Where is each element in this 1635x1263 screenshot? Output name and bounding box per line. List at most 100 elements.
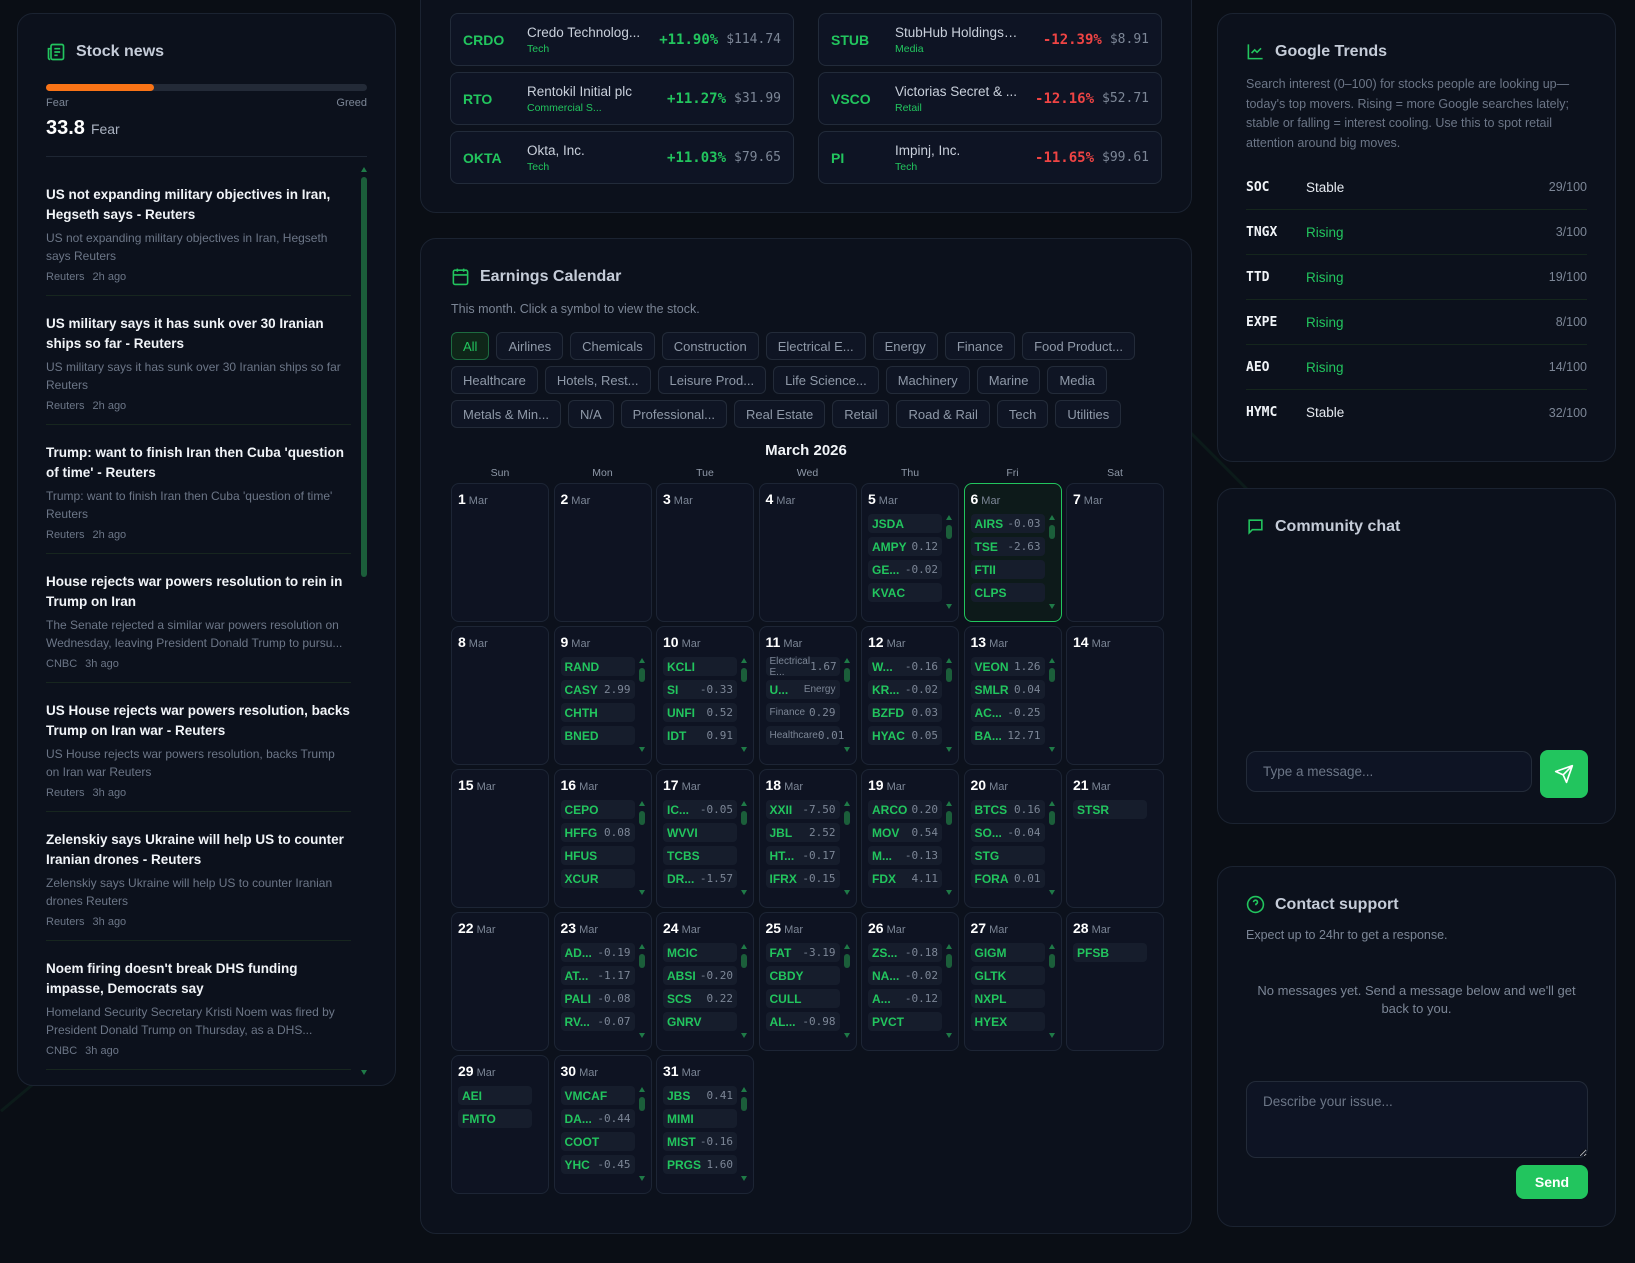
earnings-symbol[interactable]: PALI bbox=[564, 991, 591, 1006]
calendar-day[interactable]: 17 Mar IC... -0.05 WVVI TCBS DR... -1.57 bbox=[656, 769, 754, 908]
earnings-item[interactable]: XXII -7.50 bbox=[765, 800, 840, 819]
scroll-down-icon[interactable] bbox=[946, 747, 952, 752]
earnings-item[interactable]: VMCAF bbox=[560, 1086, 635, 1105]
earnings-item[interactable]: AEI bbox=[458, 1086, 532, 1105]
news-title[interactable]: US military says it has sunk over 30 Ira… bbox=[46, 316, 324, 351]
earnings-symbol[interactable]: IC... bbox=[667, 802, 690, 817]
earnings-symbol[interactable]: CASY bbox=[564, 682, 598, 697]
scroll-up-icon[interactable] bbox=[1048, 801, 1055, 806]
earnings-item[interactable]: YHC -0.45 bbox=[560, 1155, 635, 1174]
earnings-symbol[interactable]: A... bbox=[872, 991, 891, 1006]
scroll-up-icon[interactable] bbox=[741, 801, 747, 806]
earnings-item[interactable]: BA... 12.71 bbox=[970, 726, 1045, 745]
earnings-item[interactable]: Healthcare 0.01 bbox=[765, 726, 844, 745]
news-title[interactable]: Zelenskiy says Ukraine will help US to c… bbox=[46, 832, 344, 867]
earnings-symbol[interactable]: MOV bbox=[872, 825, 900, 840]
earnings-symbol[interactable]: HYAC bbox=[872, 728, 905, 743]
earnings-item[interactable]: FDX 4.11 bbox=[868, 869, 942, 888]
scroll-up-icon[interactable] bbox=[946, 658, 952, 663]
scrollbar-thumb[interactable] bbox=[638, 1097, 645, 1111]
earnings-item[interactable]: STSR bbox=[1073, 800, 1147, 819]
filter-chip[interactable]: Construction bbox=[661, 332, 759, 360]
earnings-item[interactable]: GIGM bbox=[970, 943, 1045, 962]
earnings-item[interactable]: PFSB bbox=[1073, 943, 1147, 962]
earnings-symbol[interactable]: CBDY bbox=[769, 968, 804, 983]
earnings-symbol[interactable]: DA... bbox=[564, 1111, 592, 1126]
news-item[interactable]: Zelenskiy says Ukraine will help US to c… bbox=[46, 812, 351, 941]
scroll-up-icon[interactable] bbox=[741, 944, 747, 949]
earnings-item[interactable]: GNRV bbox=[663, 1012, 737, 1031]
earnings-item[interactable]: A... -0.12 bbox=[868, 989, 942, 1008]
earnings-symbol[interactable]: TCBS bbox=[667, 848, 700, 863]
earnings-item[interactable]: PALI -0.08 bbox=[560, 989, 635, 1008]
earnings-item[interactable]: JBS 0.41 bbox=[663, 1086, 737, 1105]
filter-chip[interactable]: Machinery bbox=[885, 366, 970, 394]
earnings-symbol[interactable]: SCS bbox=[667, 991, 692, 1006]
scrollbar-thumb[interactable] bbox=[946, 811, 952, 825]
news-item[interactable]: US military says it has sunk over 30 Ira… bbox=[46, 296, 351, 425]
filter-chip[interactable]: Energy bbox=[872, 332, 938, 360]
scrollbar-thumb[interactable] bbox=[741, 1097, 747, 1111]
earnings-item[interactable]: FMTO bbox=[458, 1109, 532, 1128]
earnings-symbol[interactable]: CULL bbox=[769, 991, 802, 1006]
earnings-symbol[interactable]: GE... bbox=[872, 562, 900, 577]
earnings-item[interactable]: ARCO 0.20 bbox=[868, 800, 942, 819]
earnings-item[interactable]: GLTK bbox=[970, 966, 1045, 985]
day-scrollbar[interactable] bbox=[1048, 515, 1055, 609]
calendar-day[interactable]: 21 Mar STSR bbox=[1066, 769, 1164, 908]
earnings-symbol[interactable]: GNRV bbox=[667, 1014, 702, 1029]
earnings-symbol[interactable]: HT... bbox=[769, 848, 795, 863]
earnings-item[interactable]: M... -0.13 bbox=[868, 846, 942, 865]
news-title[interactable]: US not expanding military objectives in … bbox=[46, 187, 331, 222]
day-scrollbar[interactable] bbox=[741, 658, 747, 752]
scroll-up-icon[interactable] bbox=[843, 801, 850, 806]
news-item[interactable]: US not expanding military objectives in … bbox=[46, 167, 351, 296]
trend-row[interactable]: TTD Rising 19/100 bbox=[1246, 255, 1587, 300]
earnings-item[interactable]: Electrical E... 1.67 bbox=[765, 656, 840, 678]
earnings-item[interactable]: SCS 0.22 bbox=[663, 989, 737, 1008]
calendar-day[interactable]: 27 Mar GIGM GLTK NXPL HYEX bbox=[963, 912, 1062, 1051]
filter-chip[interactable]: Media bbox=[1047, 366, 1107, 394]
earnings-item[interactable]: W... -0.16 bbox=[868, 657, 942, 676]
news-item[interactable]: Trump: want to finish Iran then Cuba 'qu… bbox=[46, 425, 351, 554]
scroll-down-icon[interactable] bbox=[843, 1033, 850, 1038]
earnings-symbol[interactable]: SMLR bbox=[974, 682, 1009, 697]
calendar-day[interactable]: 12 Mar W... -0.16 KR... -0.02 BZFD 0.03 HYAC 0.05 bbox=[861, 626, 959, 765]
earnings-symbol[interactable]: AL... bbox=[769, 1014, 796, 1029]
filter-chip[interactable]: Real Estate bbox=[734, 400, 826, 428]
earnings-symbol[interactable]: XCUR bbox=[564, 871, 599, 886]
chat-message-input[interactable] bbox=[1246, 751, 1532, 792]
mover-card[interactable]: RTO Rentokil Initial plc Commercial S... +1… bbox=[450, 72, 794, 125]
filter-chip[interactable]: Chemicals bbox=[570, 332, 655, 360]
calendar-day[interactable]: 22 Mar bbox=[451, 912, 549, 1051]
earnings-symbol[interactable]: HFUS bbox=[564, 848, 598, 863]
scrollbar-thumb[interactable] bbox=[361, 177, 367, 577]
earnings-item[interactable]: HYAC 0.05 bbox=[868, 726, 942, 745]
support-send-button[interactable]: Send bbox=[1516, 1165, 1588, 1199]
day-scrollbar[interactable] bbox=[638, 658, 645, 752]
calendar-day[interactable]: 2 Mar bbox=[553, 483, 652, 622]
earnings-item[interactable]: MIST -0.16 bbox=[663, 1132, 737, 1151]
earnings-symbol[interactable]: BNED bbox=[564, 728, 599, 743]
earnings-symbol[interactable]: M... bbox=[872, 848, 892, 863]
earnings-symbol[interactable]: ZS... bbox=[872, 945, 898, 960]
earnings-symbol[interactable]: SO... bbox=[974, 825, 1002, 840]
earnings-symbol[interactable]: NA... bbox=[872, 968, 900, 983]
calendar-day[interactable]: 23 Mar AD... -0.19 AT... -1.17 PALI -0.08 RV... -… bbox=[553, 912, 652, 1051]
earnings-item[interactable]: BZFD 0.03 bbox=[868, 703, 942, 722]
earnings-symbol[interactable]: MIMI bbox=[667, 1111, 694, 1126]
earnings-item[interactable]: DA... -0.44 bbox=[560, 1109, 635, 1128]
scrollbar-thumb[interactable] bbox=[946, 525, 952, 539]
filter-chip[interactable]: Marine bbox=[976, 366, 1041, 394]
scroll-down-icon[interactable] bbox=[741, 1176, 747, 1181]
trend-row[interactable]: HYMC Stable 32/100 bbox=[1246, 390, 1587, 435]
earnings-symbol[interactable]: KCLI bbox=[667, 659, 695, 674]
scroll-up-icon[interactable] bbox=[1048, 944, 1055, 949]
scrollbar-thumb[interactable] bbox=[1048, 954, 1055, 968]
earnings-symbol[interactable]: PFSB bbox=[1077, 945, 1110, 960]
earnings-symbol[interactable]: VMCAF bbox=[564, 1088, 608, 1103]
calendar-day[interactable]: 28 Mar PFSB bbox=[1066, 912, 1164, 1051]
earnings-item[interactable]: COOT bbox=[560, 1132, 635, 1151]
day-scrollbar[interactable] bbox=[741, 1087, 747, 1181]
earnings-symbol[interactable]: FORA bbox=[974, 871, 1009, 886]
